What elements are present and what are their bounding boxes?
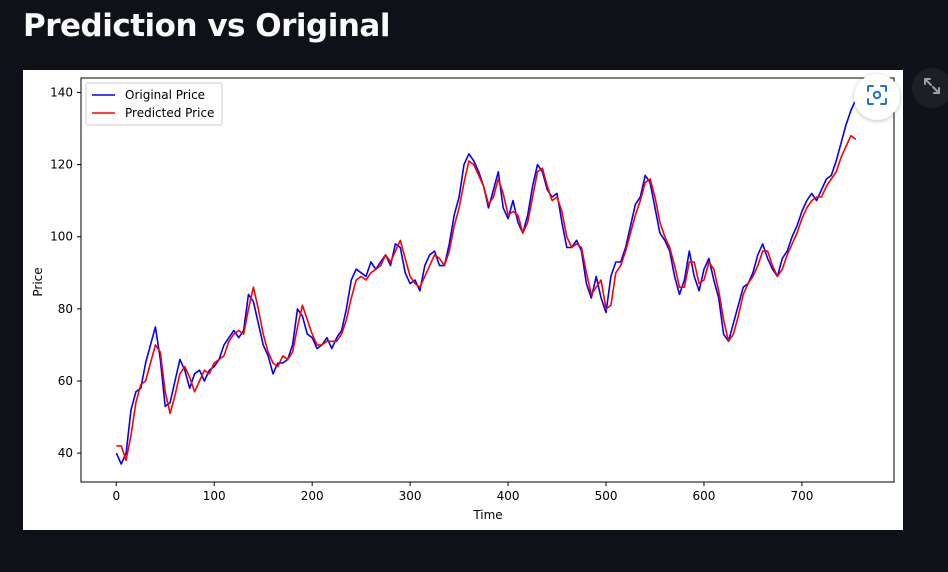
y-tick-label: 140 [50,85,73,99]
x-axis-label: Time [472,508,502,522]
expand-arrows-icon [922,76,942,100]
y-tick-label: 80 [58,302,73,316]
x-tick-label: 300 [399,489,422,503]
plot-frame [80,77,895,483]
x-tick-label: 200 [301,489,324,503]
focus-frame-icon [866,84,888,110]
series-line-predicted-price [116,134,857,462]
y-axis: 40 60 80 100 120 140 [50,85,81,460]
line-chart: 0 100 200 300 400 500 600 700 40 60 80 100 120 140 T… [31,77,895,522]
y-tick-label: 120 [50,158,73,172]
legend-label-original: Original Price [125,88,205,102]
x-tick-label: 100 [203,489,226,503]
chart-figure: 0 100 200 300 400 500 600 700 40 60 80 100 120 140 T… [23,70,903,530]
fullscreen-button[interactable] [854,74,900,120]
plot-lines [115,99,857,465]
x-tick-label: 600 [693,489,716,503]
y-tick-label: 60 [58,374,73,388]
y-tick-label: 100 [50,230,73,244]
x-axis: 0 100 200 300 400 500 600 700 [112,482,813,503]
legend-box [85,82,223,126]
expand-button[interactable] [912,68,948,108]
x-tick-label: 500 [595,489,618,503]
page-title: Prediction vs Original [23,8,390,44]
legend: Original Price Predicted Price [85,82,223,126]
y-axis-label: Price [31,267,45,296]
x-tick-label: 0 [112,489,120,503]
legend-label-predicted: Predicted Price [125,106,214,120]
series-line-original-price [115,99,857,465]
x-tick-label: 400 [497,489,520,503]
y-tick-label: 40 [58,446,73,460]
x-tick-label: 700 [790,489,813,503]
